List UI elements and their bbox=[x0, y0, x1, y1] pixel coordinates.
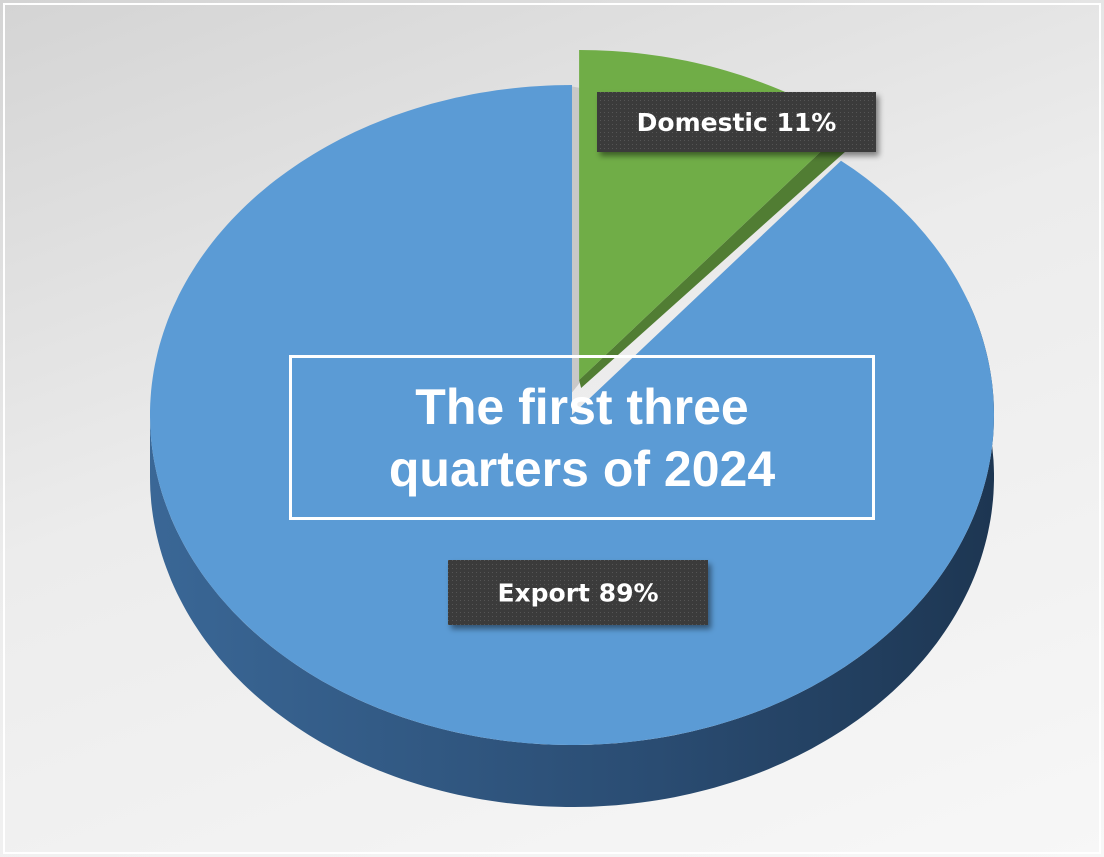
chart-title: The first three quarters of 2024 bbox=[289, 355, 875, 520]
slice bbox=[150, 85, 994, 745]
data-label-category: Domestic bbox=[637, 108, 768, 137]
slice-side bbox=[579, 125, 855, 388]
data-label-box bbox=[448, 560, 708, 625]
data-label-value: 89% bbox=[599, 579, 659, 608]
data-label: Export 89% bbox=[497, 579, 658, 608]
data-label: Domestic 11% bbox=[637, 108, 837, 137]
data-label-value: 11% bbox=[777, 108, 837, 137]
data-label-category: Export bbox=[497, 579, 590, 608]
data-label-box bbox=[597, 92, 876, 152]
frame bbox=[3, 3, 1101, 854]
